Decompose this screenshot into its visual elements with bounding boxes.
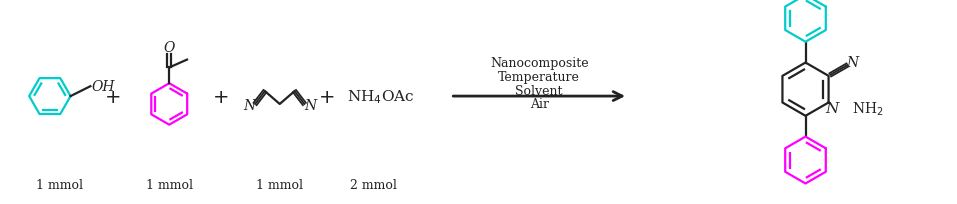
Text: 2 mmol: 2 mmol — [350, 178, 397, 191]
Text: Nanocomposite: Nanocomposite — [490, 57, 589, 70]
Text: NH$_4$OAc: NH$_4$OAc — [346, 88, 414, 105]
Text: OH: OH — [91, 80, 115, 94]
Text: +: + — [213, 87, 230, 106]
Text: NH$_2$: NH$_2$ — [853, 100, 884, 118]
Text: +: + — [104, 87, 122, 106]
Text: Temperature: Temperature — [499, 71, 580, 83]
Text: N: N — [304, 99, 317, 112]
Text: N: N — [243, 99, 256, 112]
Text: N: N — [846, 56, 858, 70]
Text: N: N — [825, 102, 838, 116]
Text: 1 mmol: 1 mmol — [145, 178, 192, 191]
Text: 1 mmol: 1 mmol — [36, 178, 83, 191]
Text: Solvent: Solvent — [516, 84, 563, 97]
Text: 1 mmol: 1 mmol — [256, 178, 303, 191]
Text: Air: Air — [529, 98, 548, 111]
Text: O: O — [164, 41, 175, 54]
Text: +: + — [319, 87, 335, 106]
